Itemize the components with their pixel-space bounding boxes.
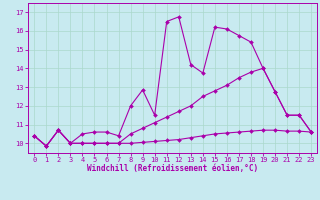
X-axis label: Windchill (Refroidissement éolien,°C): Windchill (Refroidissement éolien,°C) — [87, 164, 258, 173]
